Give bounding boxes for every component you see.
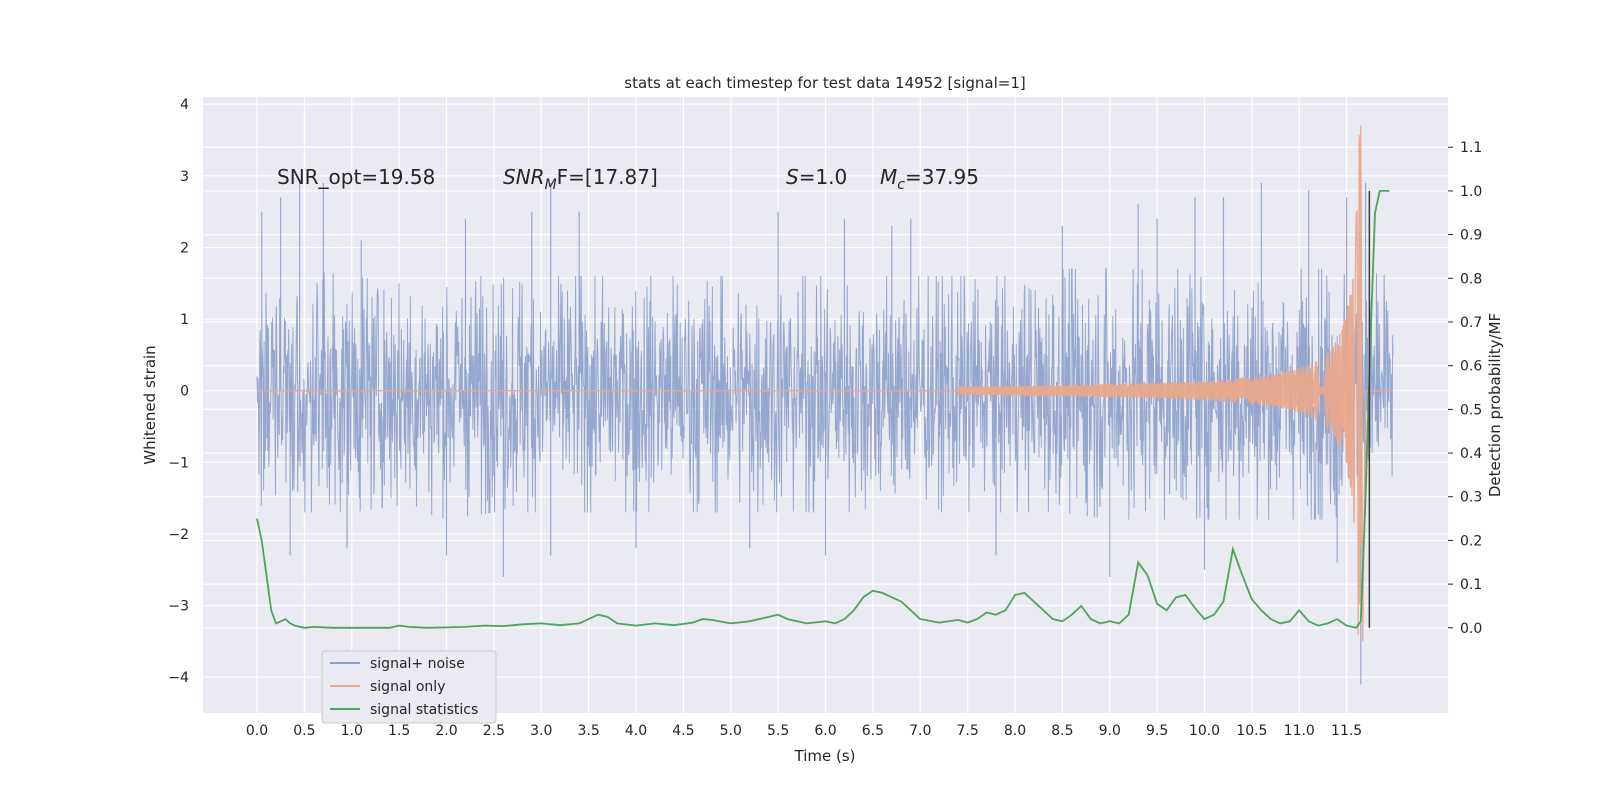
x-tick-label: 0.5 bbox=[293, 723, 315, 739]
x-tick-label: 3.5 bbox=[577, 723, 599, 739]
x-tick-label: 5.5 bbox=[767, 723, 789, 739]
x-tick-label: 2.0 bbox=[435, 723, 457, 739]
chart-title: stats at each timestep for test data 149… bbox=[624, 74, 1025, 92]
x-tick-label: 11.0 bbox=[1284, 723, 1315, 739]
y2-tick-label: 0.5 bbox=[1460, 402, 1482, 418]
y2-tick-label: 0.3 bbox=[1460, 490, 1482, 506]
legend: signal+ noise signal only signal statist… bbox=[321, 650, 497, 724]
y-tick-label: 1 bbox=[180, 312, 189, 328]
annotation-s-value: =1.0 bbox=[799, 165, 848, 189]
y-tick-label: 4 bbox=[180, 97, 189, 113]
series-signal-statistics bbox=[256, 190, 1390, 629]
x-tick-label: 8.5 bbox=[1051, 723, 1073, 739]
x-tick-label: 4.5 bbox=[672, 723, 694, 739]
x-tick-label: 9.5 bbox=[1146, 723, 1168, 739]
legend-label-signal-only: signal only bbox=[370, 679, 445, 695]
x-tick-label: 4.0 bbox=[625, 723, 647, 739]
legend-label-signal-statistics: signal statistics bbox=[370, 702, 478, 718]
x-tick-label: 9.0 bbox=[1099, 723, 1121, 739]
y2-tick-label: 1.1 bbox=[1460, 140, 1482, 156]
y2-tick-label: 0.6 bbox=[1460, 359, 1482, 375]
x-tick-label: 6.5 bbox=[862, 723, 884, 739]
y2-tick-label: 0.0 bbox=[1460, 621, 1482, 637]
x-tick-label: 1.5 bbox=[388, 723, 410, 739]
y-tick-label: 0 bbox=[180, 384, 189, 400]
legend-box bbox=[321, 650, 497, 724]
annotation-s-var: S bbox=[786, 165, 799, 189]
x-tick-label: 10.0 bbox=[1189, 723, 1220, 739]
y-tick-label: 3 bbox=[180, 169, 189, 185]
annotation-mc-var: M bbox=[880, 165, 897, 189]
y2-tick-label: 0.8 bbox=[1460, 271, 1482, 287]
y2-tick-label: 0.7 bbox=[1460, 315, 1482, 331]
y-tick-label: −2 bbox=[168, 527, 189, 543]
grid-lines bbox=[203, 97, 1448, 713]
signal-only-line bbox=[257, 125, 1393, 642]
annotation-mc-value: =37.95 bbox=[905, 165, 979, 189]
x-tick-label: 10.5 bbox=[1236, 723, 1267, 739]
x-tick-label: 1.0 bbox=[341, 723, 363, 739]
x-tick-label: 5.0 bbox=[720, 723, 742, 739]
annotation-mc-sub: c bbox=[897, 177, 905, 193]
annotation-s: S=1.0 bbox=[786, 165, 847, 189]
x-tick-label: 3.0 bbox=[530, 723, 552, 739]
y-tick-label: −4 bbox=[168, 670, 189, 686]
y2-tick-label: 1.0 bbox=[1460, 184, 1482, 200]
y2-tick-label: 0.4 bbox=[1460, 446, 1482, 462]
signal-plus-noise-line bbox=[256, 268, 1394, 520]
y-axis-title: Whitened strain bbox=[141, 345, 159, 464]
legend-label-signal-plus-noise: signal+ noise bbox=[370, 656, 465, 672]
annotation-snr-mf-var: SNR bbox=[503, 165, 545, 189]
x-tick-label: 7.5 bbox=[956, 723, 978, 739]
y2-axis-title: Detection probability/MF bbox=[1486, 313, 1504, 497]
y2-tick-label: 0.2 bbox=[1460, 533, 1482, 549]
x-axis-title: Time (s) bbox=[794, 747, 856, 765]
x-tick-label: 0.0 bbox=[246, 723, 268, 739]
annotation-mc: Mc=37.95 bbox=[880, 165, 979, 193]
x-tick-label: 11.5 bbox=[1331, 723, 1362, 739]
x-tick-label: 8.0 bbox=[1004, 723, 1026, 739]
signal-statistics-line bbox=[256, 190, 1390, 629]
x-tick-label: 2.5 bbox=[483, 723, 505, 739]
annotation-snr-mf-sub: M bbox=[545, 177, 557, 193]
annotation-snr-opt: SNR_opt=19.58 bbox=[277, 165, 435, 189]
x-tick-label: 6.0 bbox=[814, 723, 836, 739]
y-tick-label: −3 bbox=[168, 599, 189, 615]
x-tick-label: 7.0 bbox=[909, 723, 931, 739]
y-tick-label: 2 bbox=[180, 240, 189, 256]
series-signal-only bbox=[257, 125, 1393, 642]
annotation-snr-mf-value: F=[17.87] bbox=[557, 165, 658, 189]
tick-labels: 0.0 0.5 1.0 1.5 2.0 2.5 3.0 3.5 4.0 4.5 5.0 5.5 6.0 6… bbox=[168, 97, 1482, 739]
y2-tick-label: 0.9 bbox=[1460, 228, 1482, 244]
y2-tick-label: 0.1 bbox=[1460, 577, 1482, 593]
annotation-snr-mf: SNRMF=[17.87] bbox=[503, 165, 658, 193]
y-tick-label: −1 bbox=[168, 455, 189, 471]
